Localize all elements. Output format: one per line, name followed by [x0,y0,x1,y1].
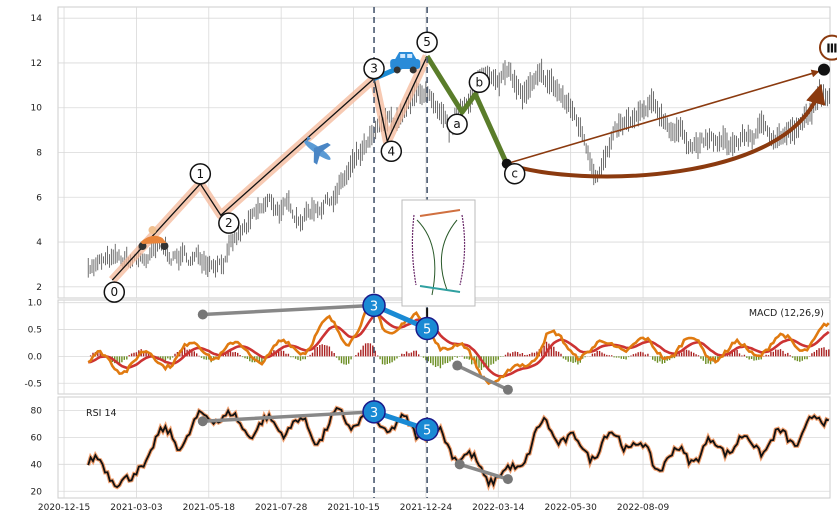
wave-label-c: c [511,167,518,181]
macd-y-tick: 1.0 [28,299,43,309]
wave-label-circle [189,163,212,185]
scooter-icon [138,226,169,251]
price-y-tick: 2 [36,283,42,293]
price-y-tick: 4 [36,238,42,248]
wave-label-1: 1 [197,167,205,181]
x-tick-label: 2021-03-03 [110,503,162,513]
macd-divergence-label: 5 [423,322,431,337]
rsi-y-tick: 20 [31,487,43,497]
wave-label-circle [416,31,438,53]
wave-label-b: b [476,75,484,89]
car-wheel [409,66,417,74]
car-icon [390,51,421,74]
wave-label-circle [363,57,385,80]
x-tick-label: 2022-05-30 [545,503,598,513]
inset-curve [411,214,466,286]
impulse-wave-line [111,55,428,281]
overlay-layer: Ⅲ 0 1 2 3 4 5 a b c 3 5 3 5 [103,7,837,498]
wave-label-circle [446,113,468,135]
wave-label-circle [218,212,240,234]
wave-label-2: 2 [225,216,233,230]
rsi-divergence-gray [201,410,376,423]
rsi-divergence-dot [454,459,465,470]
correction-wave [424,54,509,165]
inset-curve [416,219,458,296]
text-layer: MACD (12,26,9) RSI 14 24681012141.00.50.… [24,14,824,513]
x-tick-label: 2022-03-14 [472,503,525,513]
x-tick-label: 2022-08-09 [617,503,670,513]
macd-histogram-positive [89,341,830,357]
macd-title: MACD (12,26,9) [749,308,824,319]
projection-arrow-straight [506,69,820,165]
macd-divergence-dot [197,309,208,320]
scooter-wheel [160,242,169,251]
projection-dot [817,63,830,76]
x-tick-label: 2021-07-28 [255,503,308,513]
rsi-y-tick: 80 [31,406,43,416]
macd-divergence-dot [502,384,513,395]
x-tick-label: 2021-12-24 [400,503,453,513]
car-wheel [393,66,401,74]
projection-badge-label: Ⅲ [826,42,837,56]
price-y-tick: 10 [31,104,43,114]
car-window [407,53,413,58]
airplane-tail [305,136,311,143]
macd-line [87,302,830,386]
rsi-divergence-dot [502,474,513,485]
macd-divergence-circle [362,293,386,318]
wave-label-3: 3 [370,62,378,76]
airplane-wing [314,142,331,153]
price-bars [87,58,830,278]
rsi-divergence-gray [457,462,510,481]
wave-label-0: 0 [110,285,118,299]
inset-frame [401,199,476,307]
x-tick-label: 2020-12-15 [38,503,90,513]
price-y-tick: 8 [36,149,42,159]
car-body [390,58,421,69]
wave-label-5: 5 [423,35,431,49]
rsi-title: RSI 14 [86,408,117,419]
rsi-y-tick: 60 [31,433,43,443]
price-y-tick: 12 [31,59,42,69]
wave-label-circle [503,162,526,185]
macd-divergence-label: 3 [370,299,378,314]
car-window [400,53,406,58]
scooter-body [140,235,167,245]
rsi-divergence-label: 3 [370,406,378,421]
rsi-frame [57,396,831,499]
scooter-wheel [138,242,147,251]
macd-y-tick: 0.0 [28,352,43,362]
rsi-divergence-circle [415,417,439,442]
airplane-wing [313,147,321,165]
macd-divergence-dot [452,360,463,371]
macd-y-tick: -0.5 [24,379,42,389]
x-tick-label: 2021-10-15 [327,503,379,513]
projection-arrow-curve [506,83,826,179]
x-tick-label: 2021-05-18 [183,503,236,513]
rsi-divergence-label: 5 [423,423,431,438]
inset-thumbnail [401,199,476,307]
price-y-tick: 6 [36,193,42,203]
inset-bar [419,285,461,293]
macd-divergence-gray [455,363,510,392]
wave-label-circle [468,71,491,94]
rsi-divergence-circle [362,400,386,424]
wave-label-circle [103,281,126,303]
rsi-y-tick: 40 [31,460,43,470]
projection-badge [818,34,837,61]
macd-divergence-circle [415,316,439,341]
price-y-tick: 14 [31,14,43,24]
airplane-icon [304,136,331,165]
macd-divergence-gray [201,303,376,317]
rsi-divergence-dot [197,416,208,427]
wave-label-circle [380,140,403,163]
inset-bar [419,209,461,217]
macd-y-tick: 0.5 [28,326,42,336]
wave-label-4: 4 [387,144,395,158]
wave-label-a: a [453,117,460,131]
scooter-rider [148,226,157,235]
